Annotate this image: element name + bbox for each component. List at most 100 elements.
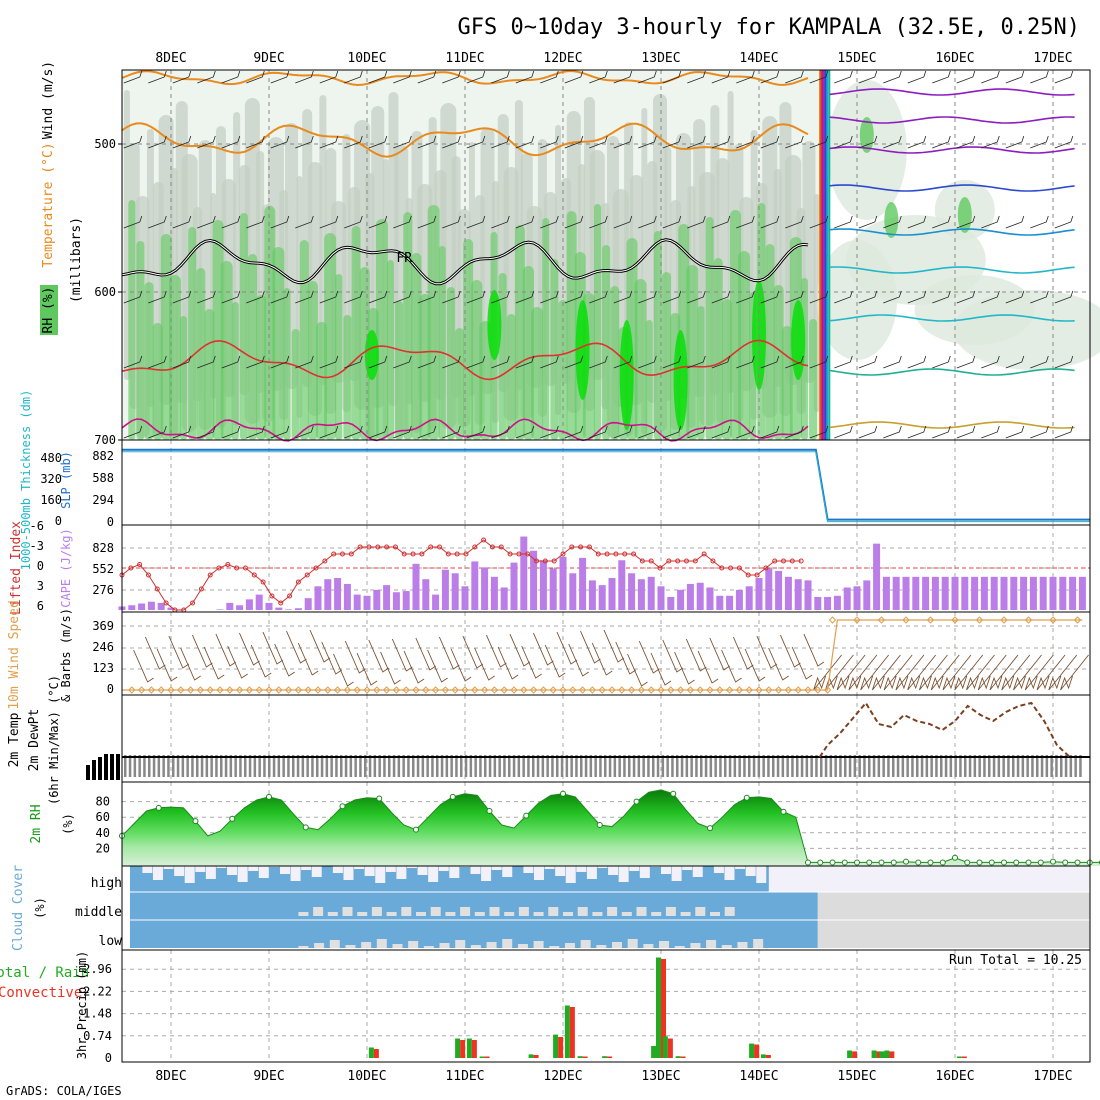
temp-minmax-bar	[368, 755, 372, 777]
temp-minmax-bar	[522, 755, 525, 777]
wind-barb	[662, 70, 682, 84]
cape-bar	[667, 596, 675, 610]
wind-speed-marker	[902, 616, 910, 624]
temp-minmax-bar	[296, 755, 300, 777]
cloud-low-gap	[392, 944, 403, 948]
wind-barb	[368, 70, 388, 84]
rh-point	[805, 859, 811, 866]
cloud-low-gap	[470, 945, 481, 948]
cloud-low-gap	[517, 944, 528, 948]
lifted-index-point	[410, 551, 416, 557]
rh-contour-green	[299, 240, 309, 440]
cloud-middle-gap	[416, 912, 426, 916]
rh-contour-green	[697, 306, 705, 440]
cape-bar	[441, 569, 449, 610]
temp-minmax-bar	[762, 755, 765, 777]
wind-barb-10m	[768, 647, 789, 681]
wind-barb	[809, 425, 829, 439]
rh-point	[890, 859, 897, 866]
lifted-index-point	[216, 565, 222, 571]
precip-total-bar	[675, 1056, 681, 1058]
wind-barb	[662, 135, 682, 149]
wind-speed-marker	[167, 686, 175, 694]
precip-total-bar	[847, 1050, 853, 1058]
temp-minmax-bar	[882, 755, 885, 777]
panel-frame	[121, 439, 1091, 526]
cape-bar	[461, 586, 469, 610]
lifted-index-point	[525, 551, 531, 557]
rh-point	[1062, 859, 1069, 866]
wind-speed-marker	[735, 686, 744, 694]
rh-point	[1074, 859, 1081, 866]
temp-minmax-bar	[892, 755, 895, 777]
rh-contour-green	[705, 217, 714, 440]
cloud-high-gap	[481, 866, 492, 881]
cape-bar	[941, 576, 949, 610]
temp-minmax-bar	[642, 755, 645, 777]
wind-barb-10m	[168, 635, 190, 669]
precip-tick: 1.48	[83, 1007, 112, 1021]
wind-barb	[760, 355, 780, 369]
wind-barb	[834, 70, 853, 84]
rh-point	[854, 859, 860, 866]
temp-minmax-bar	[632, 755, 636, 777]
precip-total-bar	[553, 1034, 559, 1058]
cape-bar	[745, 586, 753, 610]
wind-barb	[662, 425, 682, 439]
temp-minmax-bar	[143, 755, 146, 777]
thickness-line	[122, 451, 1090, 523]
temp-minmax-bar	[503, 755, 506, 777]
cloud-low-gap	[721, 945, 732, 948]
temp-minmax-bar	[570, 755, 573, 777]
lifted-index-point	[534, 558, 540, 564]
cloud-low-gap	[580, 940, 591, 948]
wind-barb	[858, 70, 878, 84]
wind-barb-10m	[144, 636, 166, 670]
wind-barb-10m	[709, 637, 731, 671]
temp-minmax-bar	[536, 755, 540, 777]
wind-speed-line	[122, 619, 1083, 691]
wind-barb	[1030, 355, 1049, 369]
temp-minmax-bar	[1079, 755, 1082, 777]
lifted-index-point	[657, 565, 663, 571]
cloud-high-gap	[586, 866, 597, 879]
wind-barb-10m	[274, 643, 295, 677]
li-tick-left: 0	[37, 559, 44, 573]
cape-bar	[245, 599, 253, 610]
wind-barb	[564, 425, 584, 439]
temp-minmax-bar	[613, 755, 617, 777]
temp-minmax-bar	[796, 755, 799, 777]
cape-bar	[549, 568, 557, 610]
cloud-middle-gap	[327, 912, 338, 916]
cloud-middle-gap	[474, 912, 485, 916]
chart-title: GFS 0~10day 3-hourly for KAMPALA (32.5E,…	[457, 15, 1080, 40]
wind-barb	[662, 355, 682, 369]
temp-minmax-bar	[877, 755, 881, 777]
wind-barb	[1054, 135, 1074, 149]
temp-minmax-bar	[364, 755, 367, 777]
cape-bar	[167, 607, 175, 610]
date-label-bottom: 8DEC	[155, 1069, 186, 1084]
wind-speed-marker	[431, 686, 440, 694]
wind-barb	[368, 355, 388, 369]
temp-minmax-bar	[786, 755, 789, 777]
date-label-bottom: 15DEC	[837, 1069, 876, 1084]
wind-barb-10m	[791, 646, 813, 680]
rh-point	[707, 825, 713, 832]
wind-barb	[270, 355, 290, 369]
wind-barb	[932, 425, 951, 439]
temp-minmax-bar	[277, 755, 281, 777]
rh-point	[192, 818, 199, 825]
cloud-low-gap	[298, 946, 309, 948]
wind-barb	[638, 355, 657, 369]
temp-minmax-bar	[1007, 755, 1010, 777]
temp-minmax-bar	[724, 755, 727, 777]
wind-barb	[1054, 290, 1074, 304]
wind-barb	[638, 70, 657, 84]
wind-barb	[1005, 215, 1025, 229]
wind-barb	[613, 355, 633, 369]
rh-point	[229, 815, 236, 822]
precip-tick: 2.22	[83, 984, 112, 998]
cloud-high-gap	[290, 866, 301, 881]
cape-bar	[980, 576, 988, 610]
